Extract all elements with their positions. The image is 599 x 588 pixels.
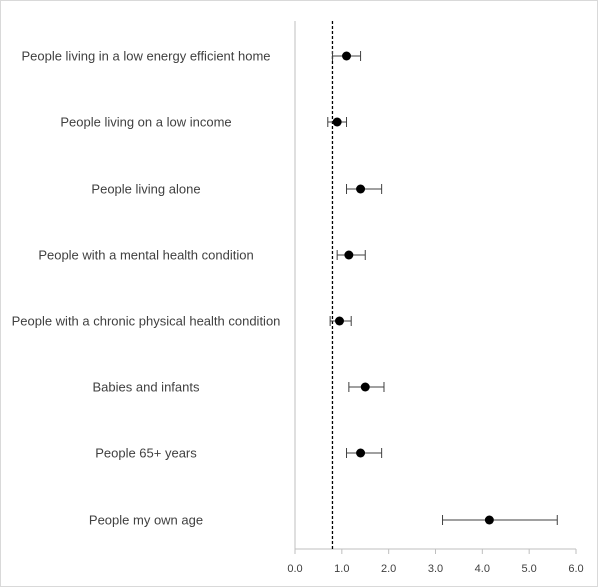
category-label: People living alone — [91, 181, 201, 197]
estimate-point — [332, 117, 342, 127]
category-label: People living in a low energy efficient … — [21, 48, 271, 64]
estimate-point — [334, 316, 344, 326]
x-tick-label: 3.0 — [427, 563, 444, 575]
estimate-point — [356, 184, 366, 194]
category-label: People with a chronic physical health co… — [11, 313, 281, 329]
x-tick-label: 2.0 — [381, 563, 397, 575]
estimate-point — [342, 51, 352, 61]
x-tick-label: 5.0 — [521, 563, 537, 575]
category-label: People with a mental health condition — [38, 247, 254, 263]
estimate-point — [344, 250, 354, 260]
category-label: People my own age — [88, 512, 204, 528]
x-tick-label: 0.0 — [287, 563, 303, 575]
estimate-point — [484, 515, 494, 525]
x-tick-label: 6.0 — [568, 563, 584, 575]
estimate-point — [360, 382, 370, 392]
category-label: Babies and infants — [92, 379, 200, 395]
x-tick-label: 4.0 — [474, 563, 490, 575]
estimate-point — [356, 448, 366, 458]
category-label: People 65+ years — [95, 445, 197, 461]
x-tick-label: 1.0 — [334, 563, 350, 575]
category-label: People living on a low income — [60, 114, 232, 130]
